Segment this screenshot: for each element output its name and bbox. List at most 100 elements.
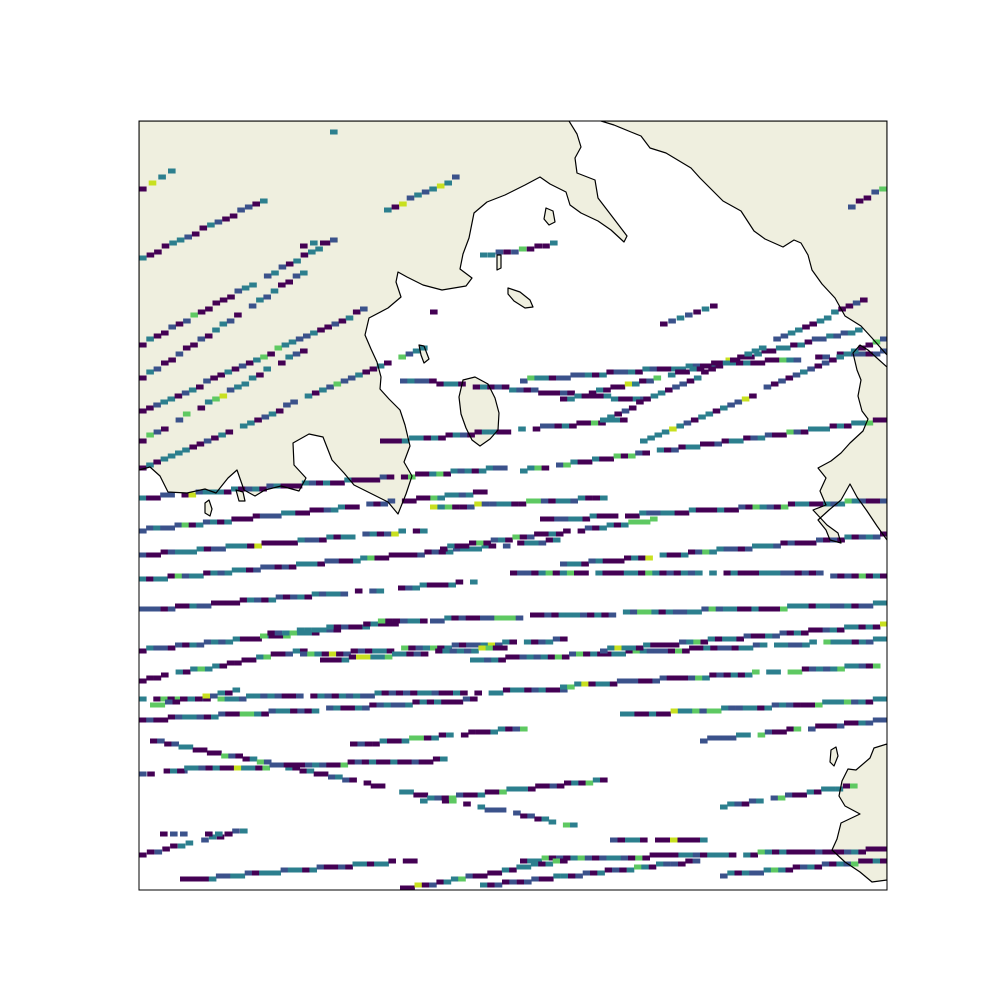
swath-pixel: [139, 186, 147, 192]
swath-pixel: [815, 723, 823, 729]
swath-pixel: [595, 558, 604, 564]
swath-pixel: [761, 348, 770, 354]
swath-pixel: [376, 702, 385, 708]
swath-pixel: [577, 528, 586, 534]
swath-pixel: [438, 690, 447, 696]
swath-pixel: [560, 687, 568, 693]
swath-pixel: [430, 435, 439, 441]
swath-pixel: [837, 573, 845, 579]
swath-pixel: [815, 603, 824, 609]
swath-pixel: [447, 543, 455, 549]
swath-pixel: [484, 789, 493, 795]
swath-pixel: [196, 573, 204, 579]
swath-pixel: [391, 621, 399, 627]
swath-pixel: [686, 639, 694, 645]
swath-pixel: [779, 432, 787, 438]
swath-pixel: [388, 690, 397, 696]
swath-pixel: [323, 507, 332, 513]
swath-pixel: [751, 570, 760, 576]
swath-pixel: [290, 399, 298, 405]
swath-pixel: [328, 651, 337, 657]
swath-pixel: [450, 876, 459, 882]
swath-pixel: [506, 786, 514, 792]
swath-pixel: [606, 456, 614, 462]
swath-pixel: [716, 672, 724, 678]
swath-pixel: [516, 879, 525, 885]
swath-pixel: [401, 438, 410, 444]
swath-pixel: [610, 513, 619, 519]
swath-pixel: [480, 384, 488, 390]
swath-pixel: [356, 654, 364, 660]
swath-pixel: [751, 606, 759, 612]
swath-pixel: [600, 495, 608, 501]
data-swath-23: [384, 174, 460, 213]
swath-pixel: [195, 522, 204, 528]
swath-pixel: [764, 705, 772, 711]
swath-pixel: [195, 489, 204, 495]
swath-pixel: [500, 465, 508, 471]
swath-pixel: [765, 606, 774, 612]
swath-pixel: [801, 603, 809, 609]
swath-pixel: [416, 435, 424, 441]
swath-pixel: [639, 648, 648, 654]
swath-pixel: [547, 423, 555, 429]
swath-pixel: [295, 867, 303, 873]
swath-pixel: [663, 861, 671, 867]
swath-pixel: [555, 498, 564, 504]
data-swath-44: [610, 837, 708, 843]
swath-pixel: [705, 411, 714, 417]
swath-pixel: [360, 693, 368, 699]
swath-pixel: [794, 603, 802, 609]
swath-pixel: [228, 753, 236, 759]
swath-pixel: [448, 795, 457, 801]
swath-pixel: [146, 432, 154, 438]
swath-pixel: [624, 555, 632, 561]
swath-pixel: [807, 366, 815, 372]
swath-pixel: [429, 186, 437, 192]
swath-pixel: [336, 651, 344, 657]
swath-pixel: [244, 870, 253, 876]
data-swath-32: [640, 336, 887, 444]
swath-pixel: [795, 501, 803, 507]
swath-pixel: [865, 720, 874, 726]
data-swath-43: [520, 846, 887, 864]
swath-pixel: [635, 369, 643, 375]
swath-pixel: [779, 357, 787, 363]
swath-pixel: [836, 354, 844, 360]
swath-pixel: [634, 711, 642, 717]
swath-pixel: [815, 702, 823, 708]
swath-pixel: [420, 798, 428, 804]
swath-pixel: [297, 594, 305, 600]
swath-pixel: [197, 405, 206, 411]
swath-pixel: [851, 573, 860, 579]
swath-pixel: [664, 366, 672, 372]
swath-pixel: [837, 603, 845, 609]
swath-pixel: [430, 495, 438, 501]
swath-pixel: [254, 711, 262, 717]
swath-pixel: [174, 573, 183, 579]
swath-pixel: [699, 708, 707, 714]
swath-pixel: [703, 363, 712, 369]
swath-pixel: [443, 381, 452, 387]
swath-pixel: [858, 345, 866, 351]
swath-pixel: [219, 663, 228, 669]
swath-pixel: [793, 702, 801, 708]
swath-pixel: [333, 627, 342, 633]
swath-pixel: [709, 570, 717, 576]
swath-pixel: [153, 675, 162, 681]
swath-pixel: [153, 576, 161, 582]
swath-pixel: [503, 429, 512, 435]
swath-pixel: [532, 426, 541, 432]
swath-pixel: [642, 366, 650, 372]
swath-pixel: [770, 867, 779, 873]
swath-pixel: [222, 216, 230, 222]
swath-pixel: [297, 762, 306, 768]
swath-pixel: [481, 543, 490, 549]
data-swath-48: [660, 303, 718, 327]
swath-pixel: [327, 657, 335, 663]
swath-pixel: [232, 543, 241, 549]
swath-pixel: [161, 426, 169, 432]
swath-pixel: [160, 717, 169, 723]
swath-pixel: [597, 651, 605, 657]
swath-pixel: [517, 570, 525, 576]
